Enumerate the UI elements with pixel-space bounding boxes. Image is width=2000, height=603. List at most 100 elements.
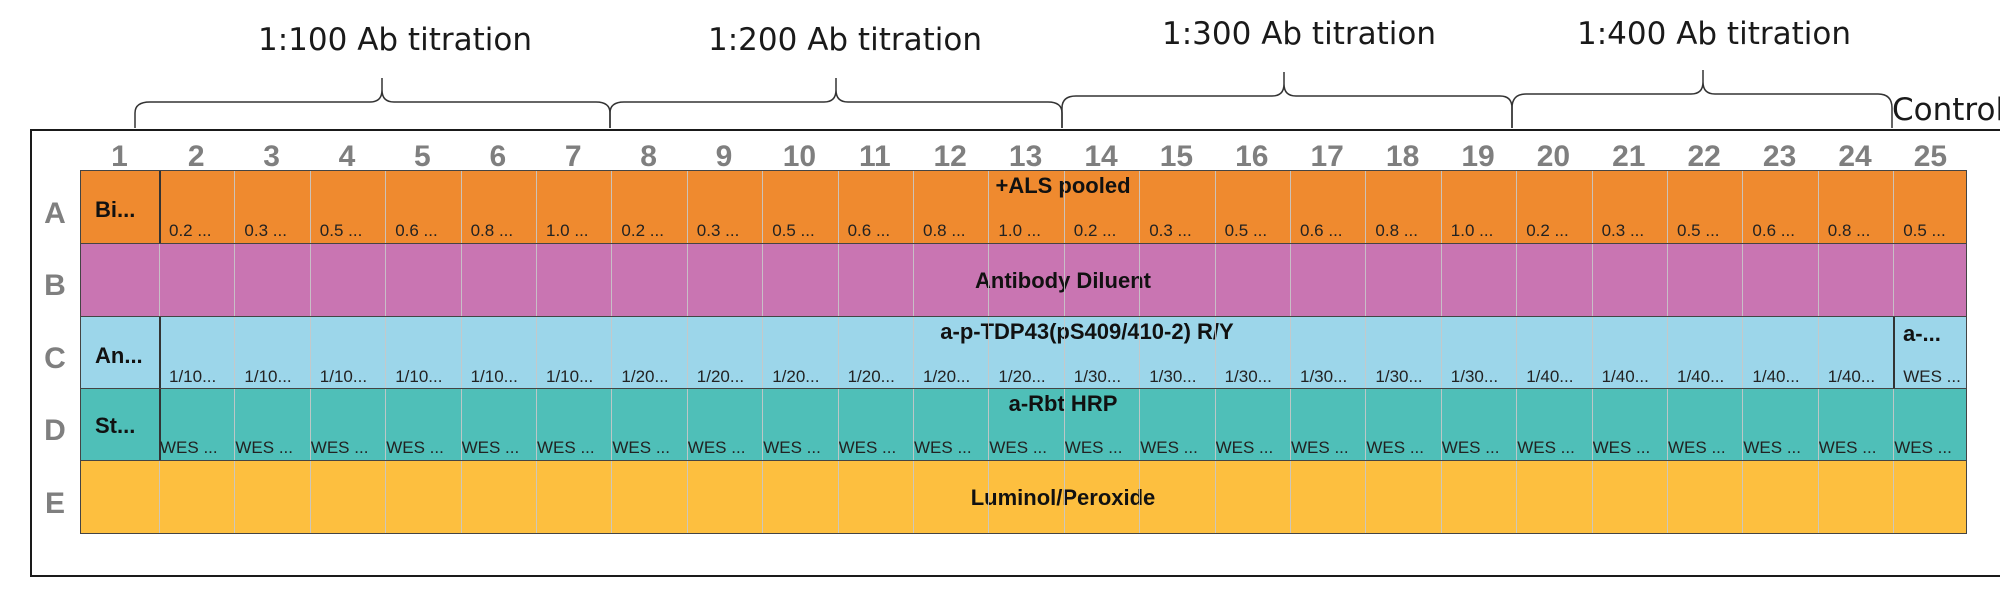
well-value: WES ... [1743, 438, 1802, 457]
cell-divider [1063, 389, 1065, 461]
cell-divider [1516, 389, 1518, 461]
cell-divider [234, 461, 236, 533]
column-number: 22 [1687, 140, 1721, 173]
cell-divider [309, 317, 311, 389]
column-number: 20 [1536, 140, 1571, 173]
cell-divider [1591, 317, 1593, 389]
cell-divider [1139, 171, 1141, 243]
column-number: 24 [1838, 140, 1872, 173]
cell-divider [460, 389, 462, 461]
well-value: WES ... [235, 438, 294, 457]
cell-divider [837, 171, 839, 243]
cell-divider [1063, 461, 1065, 533]
cell-divider [1516, 171, 1518, 243]
cell-divider [1440, 317, 1442, 389]
column-number: 4 [338, 140, 356, 173]
row-letter-d: D [44, 414, 66, 447]
well-value: 0.2 ... [169, 221, 212, 240]
cell-divider [1817, 461, 1819, 533]
cell-divider [611, 244, 613, 316]
cell-divider [460, 171, 462, 243]
cell-divider [460, 461, 462, 533]
cell-divider [1063, 244, 1065, 316]
column-number: 2 [187, 140, 205, 173]
well-value: 0.5 ... [772, 221, 815, 240]
cell-divider [1365, 244, 1367, 316]
cell-divider [686, 171, 688, 243]
cell-divider [988, 171, 990, 243]
column-number: 11 [858, 140, 891, 173]
well-value: 0.2 ... [1526, 221, 1569, 240]
cell-divider [988, 317, 990, 389]
cell-divider [1591, 461, 1593, 533]
well-value: WES ... [612, 438, 671, 457]
well-value: 0.2 ... [621, 221, 664, 240]
well-value: 0.6 ... [1300, 221, 1343, 240]
well-value: 1/30... [1149, 367, 1197, 386]
column-number: 9 [715, 140, 733, 173]
column-number: 7 [564, 140, 582, 173]
cell-divider [1139, 461, 1141, 533]
well-value: 0.8 ... [1375, 221, 1418, 240]
well-value: 1/40... [1601, 367, 1649, 386]
cell-divider [1290, 171, 1291, 243]
well-value: 1/20... [621, 367, 669, 386]
row-b-center-label: Antibody Diluent [975, 268, 1151, 293]
cell-divider [1742, 171, 1744, 243]
cell-divider [1139, 317, 1141, 389]
cell-divider [1214, 171, 1216, 243]
cell-divider [611, 171, 613, 243]
cell-divider [1214, 244, 1216, 316]
group-label-1-400: 1:400 Ab titration [1577, 16, 1851, 52]
well-value: 1/40... [1752, 367, 1800, 386]
cell-divider [385, 244, 387, 316]
cell-divider [837, 461, 839, 533]
cell-divider [1591, 244, 1593, 316]
cell-divider [1516, 317, 1518, 389]
well-value: WES ... [838, 438, 897, 457]
cell-divider [913, 461, 914, 533]
cell-divider [1139, 389, 1141, 461]
well-value: WES ... [1064, 438, 1123, 457]
well-value: 0.8 ... [470, 221, 514, 240]
well-value: WES ... [1441, 438, 1500, 457]
cell-divider [536, 171, 537, 243]
cell-divider [1365, 389, 1367, 461]
well-value: WES ... [1140, 438, 1198, 457]
cell-divider [1893, 461, 1895, 533]
cell-divider [1667, 244, 1668, 316]
cell-divider [234, 317, 236, 389]
cell-divider [309, 171, 311, 243]
cell-divider [1516, 244, 1518, 316]
row-d-first-cell: St... [95, 413, 136, 438]
well-value: 1/30... [1073, 367, 1122, 386]
row-c-primary-antibody: An... a-p-TDP43(pS409/410-2) R/Y a-... 1… [80, 316, 1967, 390]
column-number: 21 [1612, 140, 1646, 173]
cell-divider [1667, 317, 1668, 389]
group-label-1-100: 1:100 Ab titration [258, 22, 532, 58]
row-e-center-label: Luminol/Peroxide [971, 485, 1156, 511]
well-value: 0.8 ... [923, 221, 966, 240]
cell-divider [1214, 317, 1216, 389]
well-value: WES ... [160, 438, 218, 457]
cell-divider [536, 317, 537, 389]
cell-divider [837, 389, 839, 461]
well-value: 1/40... [1677, 367, 1725, 386]
cell-divider [1742, 244, 1744, 316]
column-number: 14 [1084, 140, 1118, 173]
column-number: 8 [640, 140, 657, 173]
cell-divider [1893, 244, 1895, 316]
well-value: 1.0 ... [998, 221, 1041, 240]
well-value: 0.3 ... [1601, 221, 1645, 240]
well-value: WES ... [1291, 438, 1349, 457]
brace-1-400 [1511, 70, 1893, 128]
well-value: 1/40... [1526, 367, 1574, 386]
well-value: 0.3 ... [696, 221, 740, 240]
well-value: WES ... [1668, 438, 1726, 457]
plate-frame [30, 129, 2000, 577]
row-letter-e: E [44, 487, 65, 520]
well-value: 1/10... [169, 367, 217, 386]
cell-divider [1817, 171, 1819, 243]
cell-divider [686, 389, 688, 461]
cell-divider [234, 389, 236, 461]
